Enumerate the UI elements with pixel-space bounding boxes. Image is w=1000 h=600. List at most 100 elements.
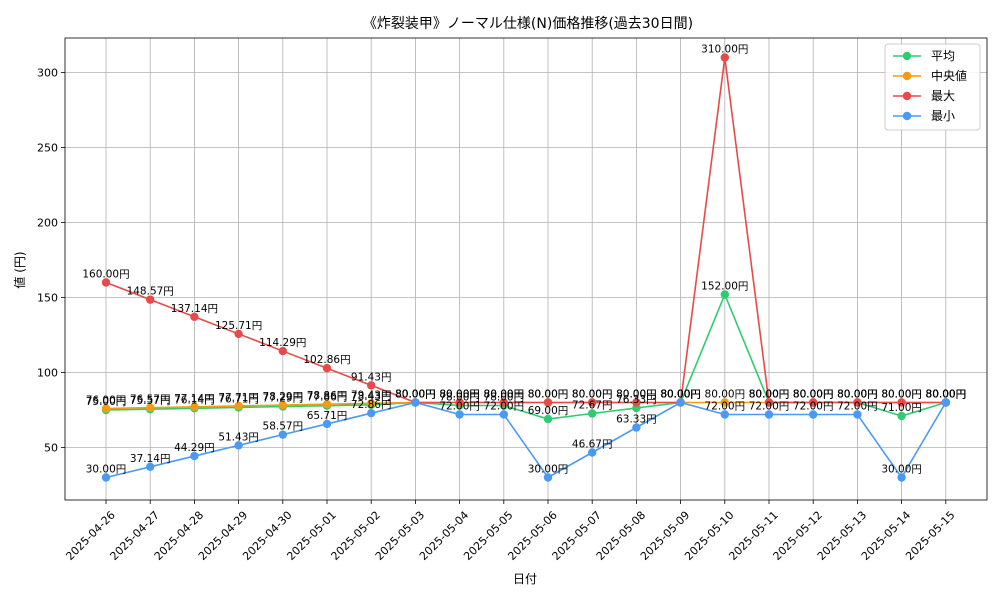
data-label: 72.00円: [705, 401, 746, 413]
data-label: 76.57円: [130, 394, 171, 406]
legend-item: 中央値: [893, 68, 967, 83]
data-label: 77.71円: [218, 392, 259, 404]
data-label: 72.00円: [484, 401, 525, 413]
data-label: 46.67円: [572, 438, 613, 450]
data-label: 80.00円: [439, 389, 480, 401]
data-label: 75.57円: [130, 395, 171, 407]
data-label: 80.00円: [660, 389, 701, 401]
legend-label: 最大: [931, 89, 955, 103]
data-label: 80.00円: [881, 389, 922, 401]
series-最大: [101, 53, 950, 407]
data-label: 78.43円: [351, 391, 392, 403]
data-point: [897, 473, 906, 482]
data-point: [764, 410, 774, 419]
data-label: 80.00円: [705, 389, 746, 401]
data-label: 80.00円: [881, 389, 922, 401]
data-label: 72.00円: [439, 401, 480, 413]
data-point: [146, 295, 155, 304]
data-label: 71.00円: [881, 402, 922, 414]
data-label: 80.00円: [926, 389, 967, 401]
data-label: 72.67円: [572, 399, 613, 411]
data-point: [720, 53, 729, 62]
data-label: 80.00円: [793, 389, 834, 401]
data-label: 91.43円: [351, 371, 392, 383]
data-point: [588, 409, 597, 418]
data-label: 77.14円: [174, 393, 215, 405]
data-label: 80.00円: [395, 389, 436, 401]
data-label: 80.00円: [395, 389, 436, 401]
data-label: 72.00円: [793, 401, 834, 413]
data-point: [588, 398, 597, 407]
data-label: 80.00円: [528, 389, 569, 401]
data-point: [853, 398, 862, 407]
series-group: [101, 53, 950, 482]
data-point: [411, 398, 420, 407]
data-label: 137.14円: [171, 303, 218, 315]
data-point: [543, 473, 553, 482]
data-point: [897, 398, 906, 407]
chart-title: 《炸裂装甲》ノーマル仕様(N)価格推移(過去30日間): [363, 16, 693, 32]
data-point: [101, 473, 111, 482]
data-label: 102.86円: [303, 354, 350, 366]
data-label: 51.43円: [218, 431, 259, 443]
data-point: [234, 401, 243, 411]
y-tick-label: 150: [37, 292, 58, 305]
data-labels-group: 75.00円 75.57円 76.14円 76.71円 77.29円 77.86円 78.4…: [82, 44, 966, 476]
data-point: [632, 398, 641, 407]
data-point: [809, 410, 818, 419]
data-label: 77.29円: [263, 393, 304, 405]
legend-label: 中央値: [931, 68, 967, 83]
data-point: [234, 441, 243, 450]
data-point: [897, 411, 906, 421]
data-label: 80.00円: [749, 389, 790, 401]
data-point: [146, 462, 155, 471]
data-label: 76.71円: [218, 393, 259, 405]
axes: 2025-04-262025-04-272025-04-282025-04-29…: [37, 37, 988, 563]
data-label: 30.00円: [881, 464, 922, 476]
data-point: [499, 398, 508, 407]
data-point: [278, 346, 287, 356]
data-label: 76.14円: [174, 394, 215, 406]
data-point: [941, 398, 950, 407]
data-point: [543, 398, 553, 407]
legend-marker: [902, 71, 912, 81]
data-label: 80.00円: [660, 389, 701, 401]
data-label: 58.57円: [263, 421, 304, 433]
data-label: 80.00円: [572, 389, 613, 401]
data-label: 80.00円: [926, 389, 967, 401]
data-point: [367, 399, 376, 408]
data-point: [588, 448, 597, 457]
data-label: 125.71円: [215, 320, 262, 332]
data-label: 80.00円: [793, 389, 834, 401]
data-label: 80.00円: [749, 389, 790, 401]
series-line: [105, 401, 947, 479]
data-point: [720, 398, 729, 407]
data-point: [764, 398, 774, 407]
data-point: [322, 364, 332, 373]
data-label: 30.00円: [86, 464, 127, 476]
data-label: 76.00円: [86, 395, 127, 407]
data-label: 80.00円: [926, 389, 967, 401]
data-label: 65.71円: [307, 410, 348, 422]
data-point: [101, 404, 111, 413]
data-label: 310.00円: [701, 44, 748, 56]
data-label: 78.86円: [307, 390, 348, 402]
legend-item: 最大: [893, 89, 955, 103]
data-point: [278, 430, 287, 439]
data-point: [146, 403, 155, 412]
data-label: 80.00円: [793, 389, 834, 401]
data-point: [720, 410, 729, 419]
legend-marker: [902, 51, 912, 61]
x-axis-label: 日付: [513, 572, 537, 586]
data-point: [809, 398, 818, 407]
data-label: 148.57円: [127, 286, 174, 298]
series-line: [105, 57, 946, 404]
data-label: 160.00円: [82, 269, 129, 281]
data-label: 80.00円: [484, 389, 525, 401]
data-label: 114.29円: [259, 337, 306, 349]
y-tick-label: 300: [37, 67, 58, 80]
data-label: 37.14円: [130, 453, 171, 465]
data-point: [322, 400, 332, 409]
